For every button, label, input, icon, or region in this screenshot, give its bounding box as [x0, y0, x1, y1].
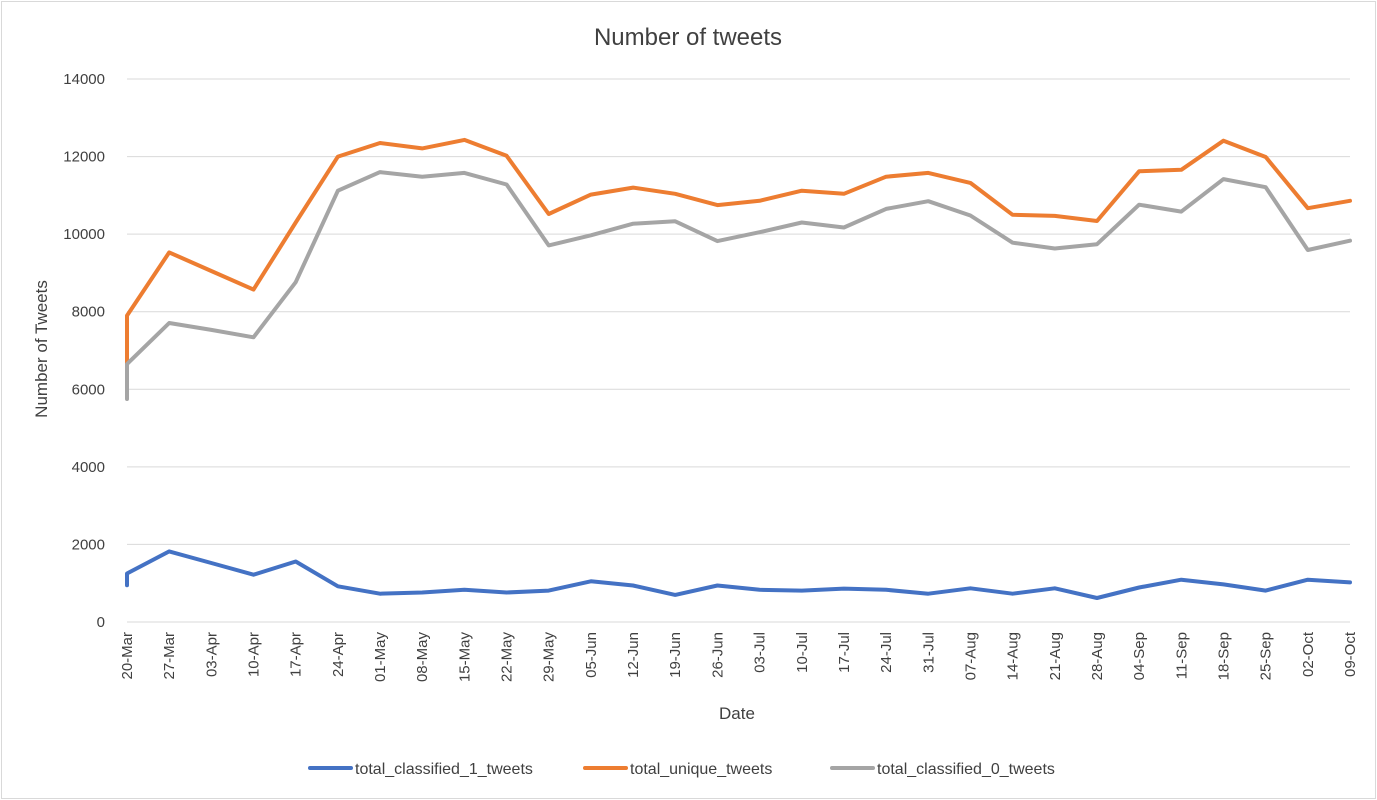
series-line-total-classified-0-tweets — [125, 170, 1352, 401]
gridlines — [127, 78, 1350, 623]
y-tick-label: 14000 — [63, 71, 105, 88]
series-line-total-classified-1-tweets — [125, 549, 1352, 600]
y-tick-label: 8000 — [72, 304, 105, 321]
x-tick-label: 19-Jun — [667, 632, 684, 678]
x-tick-label: 05-Jun — [583, 632, 600, 678]
y-tick-label: 2000 — [72, 536, 105, 553]
x-tick-label: 08-May — [414, 632, 431, 683]
x-tick-label: 24-Apr — [330, 632, 347, 677]
x-tick-label: 18-Sep — [1215, 632, 1232, 680]
x-tick-label: 10-Apr — [246, 632, 263, 677]
x-tick-label: 10-Jul — [794, 632, 811, 673]
legend: total_classified_1_tweets total_unique_tw… — [308, 761, 1055, 778]
x-axis-label: Date — [719, 704, 755, 723]
x-tick-label: 17-Jul — [836, 632, 853, 673]
x-tick-label: 07-Aug — [962, 632, 979, 680]
chart-title: Number of tweets — [594, 24, 782, 51]
y-tick-label: 6000 — [72, 381, 105, 398]
x-tick-label: 26-Jun — [709, 632, 726, 678]
x-tick-label: 03-Apr — [203, 632, 220, 677]
x-tick-label: 29-May — [541, 632, 558, 683]
x-tick-label: 21-Aug — [1047, 632, 1064, 680]
series-lines — [125, 137, 1352, 600]
x-tick-label: 15-May — [456, 632, 473, 683]
y-tick-label: 12000 — [63, 149, 105, 166]
legend-label: total_classified_0_tweets — [877, 761, 1055, 778]
y-tick-label: 10000 — [63, 226, 105, 243]
x-axis-ticks: 20-Mar 27-Mar 03-Apr 10-Apr 17-Apr 24-Apr 01-M… — [119, 631, 1359, 682]
x-tick-label: 20-Mar — [119, 632, 136, 680]
y-tick-label: 4000 — [72, 459, 105, 476]
legend-label: total_unique_tweets — [630, 761, 772, 778]
x-tick-label: 17-Apr — [288, 632, 305, 677]
x-tick-label: 27-Mar — [161, 632, 178, 680]
y-axis-ticks: 0 2000 4000 6000 8000 10000 12000 14000 — [63, 71, 105, 631]
x-tick-label: 14-Aug — [1005, 632, 1022, 680]
x-tick-label: 25-Sep — [1258, 632, 1275, 680]
x-tick-label: 24-Jul — [878, 632, 895, 673]
y-tick-label: 0 — [97, 614, 105, 631]
x-tick-label: 09-Oct — [1342, 631, 1359, 677]
x-tick-label: 01-May — [372, 632, 389, 683]
x-tick-label: 03-Jul — [752, 632, 769, 673]
y-axis-label: Number of Tweets — [32, 280, 51, 418]
legend-label: total_classified_1_tweets — [355, 761, 533, 778]
x-tick-label: 02-Oct — [1300, 631, 1317, 677]
x-tick-label: 22-May — [499, 632, 516, 683]
x-tick-label: 12-Jun — [625, 632, 642, 678]
x-tick-label: 04-Sep — [1131, 632, 1148, 680]
x-tick-label: 28-Aug — [1089, 632, 1106, 680]
x-tick-label: 11-Sep — [1173, 632, 1190, 679]
x-tick-label: 31-Jul — [920, 632, 937, 673]
series-line-total-unique-tweets — [125, 137, 1352, 368]
